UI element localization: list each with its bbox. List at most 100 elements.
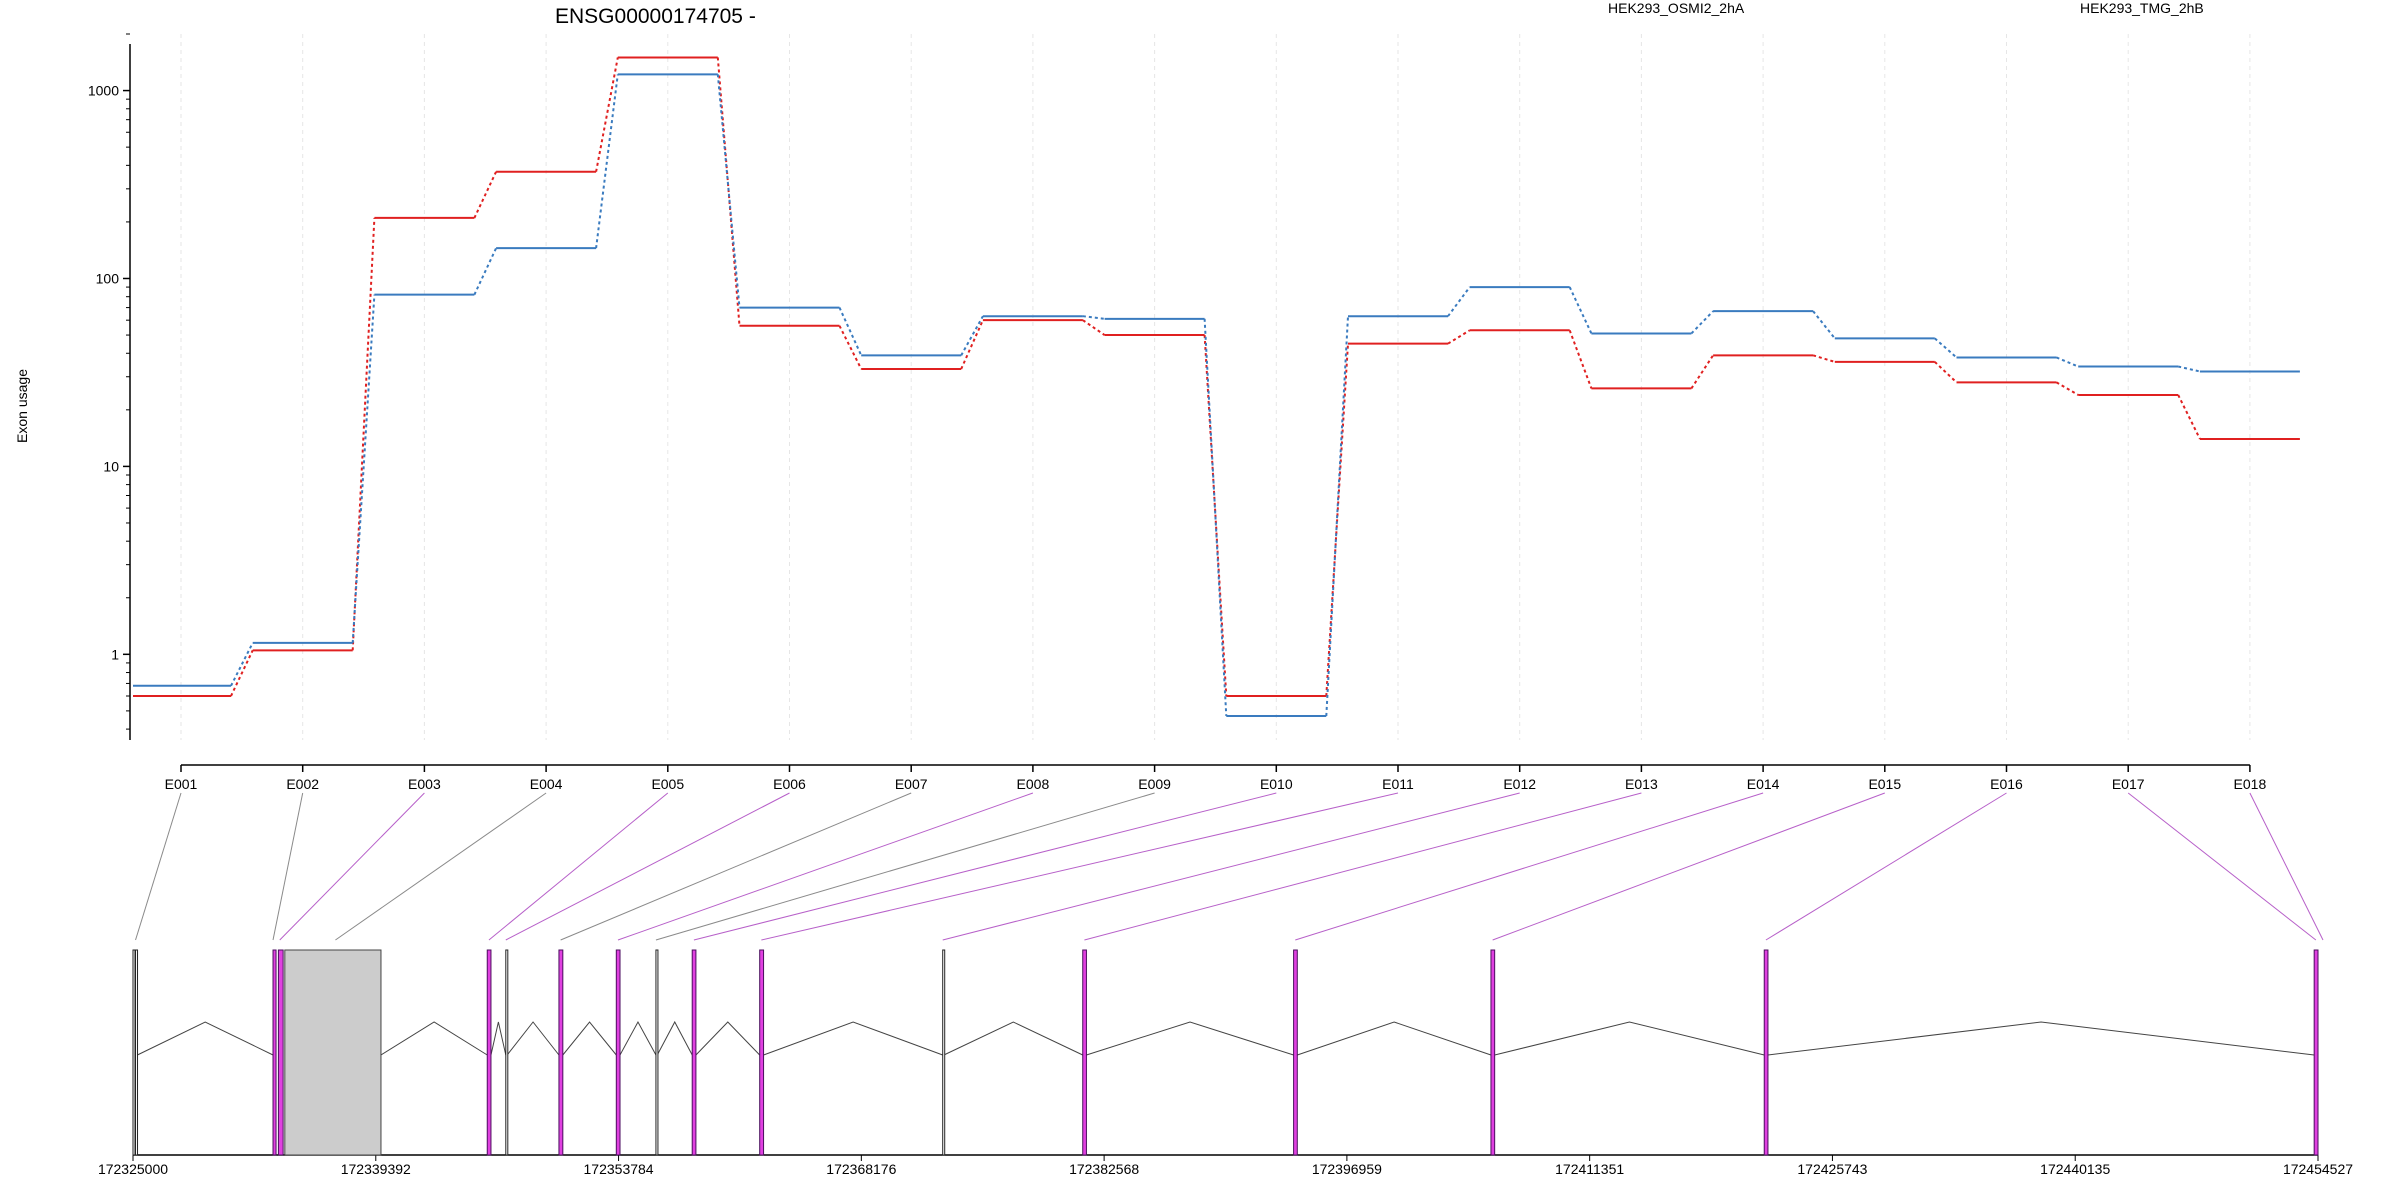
exon-link bbox=[135, 792, 182, 941]
x-tick-label: E006 bbox=[773, 776, 806, 792]
intron bbox=[490, 1021, 507, 1056]
intron bbox=[619, 1020, 657, 1056]
exon-link bbox=[1765, 792, 2007, 941]
intron bbox=[506, 1021, 560, 1056]
exon-bin bbox=[284, 949, 382, 1156]
exon-bin bbox=[505, 949, 509, 1156]
x-tick-label: E018 bbox=[2234, 776, 2267, 792]
exon-bin-significant bbox=[486, 949, 492, 1156]
series-connector bbox=[2177, 365, 2201, 373]
x-tick-label: E012 bbox=[1503, 776, 1536, 792]
axes: 1 10 100 1000 E001 E002 E003 E004 E005 E006 E007 E0… bbox=[88, 33, 2267, 792]
series-connector bbox=[1203, 318, 1228, 716]
series-connector bbox=[838, 307, 863, 356]
series-connector bbox=[1325, 316, 1349, 716]
exon-link bbox=[655, 792, 1155, 941]
x-tick-label: E014 bbox=[1747, 776, 1780, 792]
intron bbox=[1086, 1021, 1294, 1056]
exon-bin-significant bbox=[272, 949, 277, 1156]
exon-bin-significant bbox=[2313, 949, 2319, 1156]
x-tick-label: E008 bbox=[1017, 776, 1050, 792]
exon-link bbox=[942, 792, 1520, 941]
series-connector bbox=[473, 247, 498, 296]
series-connector bbox=[838, 325, 863, 370]
series-connector bbox=[2055, 381, 2079, 396]
intron bbox=[1767, 1021, 2315, 1056]
exon-bin bbox=[132, 949, 136, 1156]
genomic-tick-label: 172353784 bbox=[584, 1161, 654, 1177]
exon-link bbox=[1295, 792, 1764, 941]
genomic-tick-label: 172454527 bbox=[2283, 1161, 2353, 1177]
series-connector bbox=[2177, 394, 2201, 440]
series-connector bbox=[595, 74, 619, 249]
exon-link bbox=[761, 792, 1399, 941]
series-connector bbox=[1447, 286, 1471, 317]
exon-bin-links bbox=[135, 792, 2324, 941]
exon-link bbox=[488, 792, 669, 941]
exon-bin-significant bbox=[1490, 949, 1496, 1156]
genomic-tick-label: 172382568 bbox=[1069, 1161, 1139, 1177]
series-connector bbox=[960, 315, 984, 356]
series-connector bbox=[1690, 310, 1714, 335]
legend-label-tmg: HEK293_TMG_2hB bbox=[2080, 0, 2204, 16]
legend-label-osmi2: HEK293_OSMI2_2hA bbox=[1608, 0, 1745, 16]
series-connector bbox=[716, 57, 741, 326]
exon-link bbox=[1492, 792, 1885, 941]
intron bbox=[1297, 1021, 1492, 1056]
series-connector bbox=[351, 294, 376, 643]
exon-bin bbox=[655, 949, 659, 1156]
x-tick-label: E015 bbox=[1868, 776, 1901, 792]
x-tick-label: E011 bbox=[1382, 776, 1414, 792]
genomic-tick-label: 172368176 bbox=[826, 1161, 896, 1177]
y-tick-label: 1000 bbox=[88, 83, 119, 99]
exon-bin bbox=[135, 949, 139, 1156]
series-connector bbox=[230, 649, 254, 697]
intron bbox=[943, 1021, 1083, 1056]
series-1 bbox=[133, 73, 2300, 717]
series-connector bbox=[1568, 286, 1593, 334]
chart-title: ENSG00000174705 - bbox=[555, 5, 756, 28]
exon-bin-significant bbox=[759, 949, 765, 1156]
series-connector bbox=[1568, 329, 1593, 389]
series-connector bbox=[1934, 361, 1958, 384]
series-connector bbox=[1934, 337, 1958, 359]
y-tick-label: 10 bbox=[103, 458, 119, 474]
genomic-tick-label: 172396959 bbox=[1312, 1161, 1382, 1177]
series-connector bbox=[1690, 354, 1714, 389]
gene-model: 172325000 172339392 172353784 172368176 1723… bbox=[98, 949, 2353, 1177]
series-connector bbox=[1082, 319, 1106, 336]
intron bbox=[763, 1021, 943, 1056]
exon-bin bbox=[942, 949, 946, 1156]
exon-link bbox=[1084, 792, 1642, 941]
genomic-tick-label: 172411351 bbox=[1555, 1161, 1624, 1177]
series-0 bbox=[133, 56, 2300, 698]
exon-link bbox=[693, 792, 1277, 941]
genomic-tick-label: 172339392 bbox=[341, 1161, 411, 1177]
series-connector bbox=[1812, 354, 1836, 363]
x-tick-label: E010 bbox=[1260, 776, 1293, 792]
x-tick-label: E017 bbox=[2112, 776, 2145, 792]
intron bbox=[380, 1021, 488, 1056]
exon-bin-significant bbox=[1293, 949, 1298, 1156]
x-tick-label: E013 bbox=[1625, 776, 1658, 792]
series-connector bbox=[960, 319, 984, 370]
exon-link bbox=[272, 792, 304, 941]
exon-link bbox=[560, 792, 912, 941]
exon-link bbox=[617, 792, 1034, 941]
y-tick-label: 1 bbox=[111, 646, 119, 662]
exon-bin-significant bbox=[558, 949, 564, 1156]
exon-bin-significant bbox=[1082, 949, 1087, 1156]
series-connector bbox=[230, 642, 254, 687]
x-tick-label: E003 bbox=[408, 776, 441, 792]
x-tick-label: E004 bbox=[530, 776, 563, 792]
x-tick-label: E007 bbox=[895, 776, 928, 792]
x-tick-label: E009 bbox=[1138, 776, 1171, 792]
exon-bin-significant bbox=[691, 949, 697, 1156]
series-connector bbox=[1812, 310, 1836, 340]
genomic-tick-label: 172440135 bbox=[2040, 1161, 2110, 1177]
intron bbox=[562, 1021, 617, 1056]
intron bbox=[137, 1021, 274, 1056]
y-tick-label: 100 bbox=[96, 270, 120, 286]
exon-bin-significant bbox=[1763, 949, 1769, 1156]
intron bbox=[695, 1021, 761, 1056]
